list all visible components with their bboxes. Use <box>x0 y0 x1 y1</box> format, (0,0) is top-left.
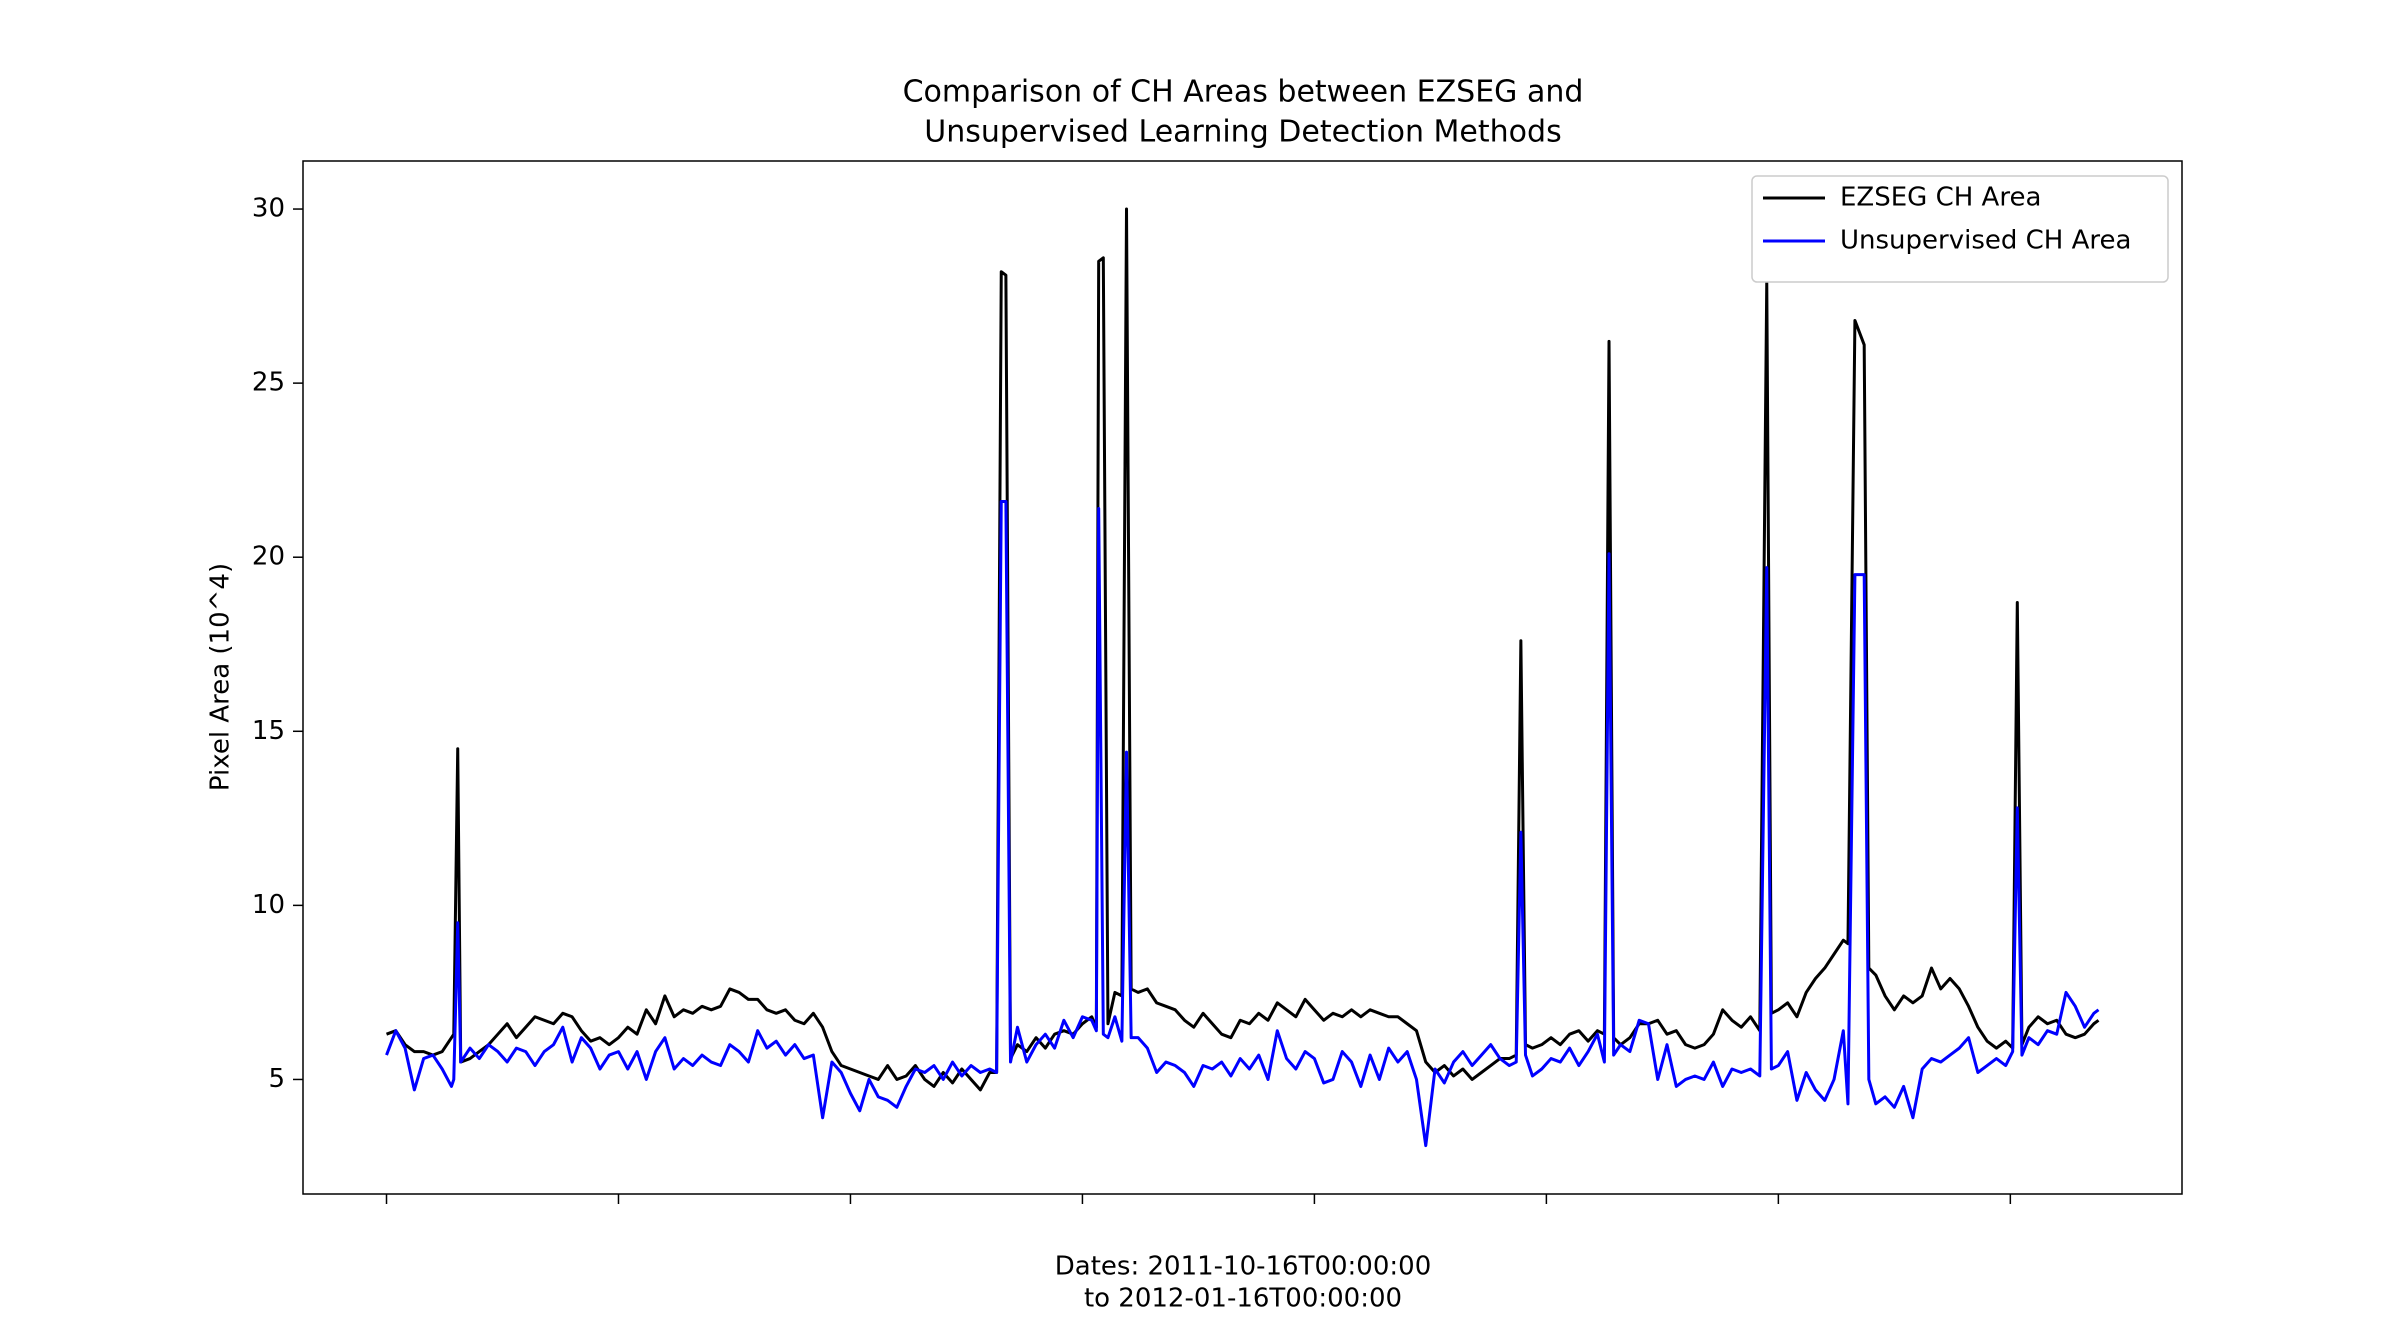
y-tick-label: 15 <box>252 716 285 746</box>
y-tick-label: 5 <box>268 1064 285 1094</box>
plot-frame <box>302 160 2183 1195</box>
series-line <box>385 500 2100 1148</box>
y-tick-label: 20 <box>252 542 285 572</box>
y-tick-label: 25 <box>252 368 285 398</box>
y-tick-label: 10 <box>252 890 285 920</box>
series-line <box>385 207 2100 1092</box>
legend-label: EZSEG CH Area <box>1840 183 2041 213</box>
chart-title: Unsupervised Learning Detection Methods <box>924 115 1561 150</box>
legend-box <box>1751 175 2169 283</box>
chart-title: Comparison of CH Areas between EZSEG and <box>903 75 1584 110</box>
y-tick-label: 30 <box>252 194 285 224</box>
x-axis-label: Dates: 2011-10-16T00:00:00 <box>1055 1252 1431 1282</box>
legend-label: Unsupervised CH Area <box>1840 226 2131 256</box>
y-axis-label: Pixel Area (10^4) <box>206 563 236 791</box>
x-axis-label: to 2012-01-16T00:00:00 <box>1084 1284 1402 1314</box>
